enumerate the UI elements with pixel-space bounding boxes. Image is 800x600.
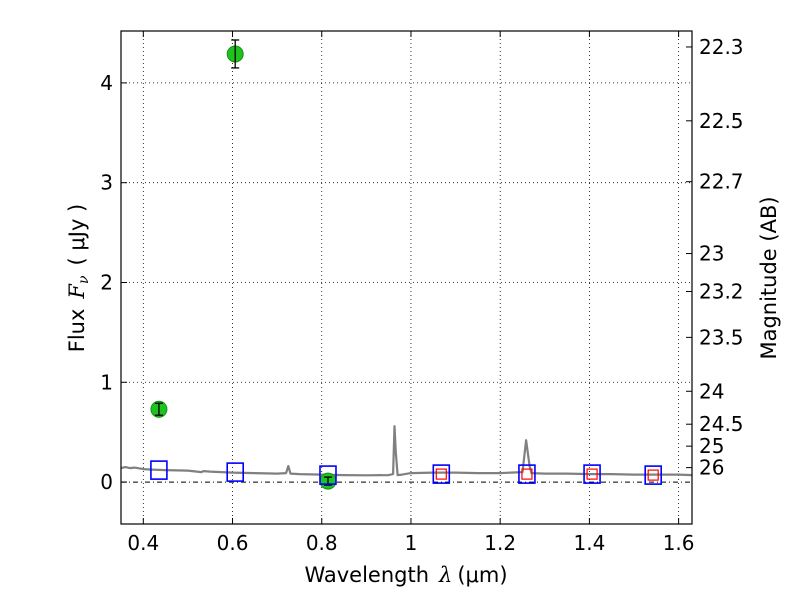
y-tick-label: 3 <box>100 171 113 195</box>
magnitude-tick-label: 25 <box>699 434 724 458</box>
model-photometry-square <box>432 464 451 484</box>
magnitude-axis-label: Magnitude (AB) <box>757 196 781 359</box>
y-axis-ticks: 0 1 2 3 4 <box>100 71 127 494</box>
grid-lines <box>121 31 692 524</box>
model-photometry-square <box>319 465 337 485</box>
upper-limit-square <box>647 469 659 481</box>
marker-layer <box>150 39 662 490</box>
x-tick-label: 1.2 <box>484 531 516 555</box>
magnitude-tick-label: 22.5 <box>699 109 744 133</box>
y-tick-label: 4 <box>100 71 113 95</box>
x-axis-label: Wavelength λ (μm) <box>304 563 507 587</box>
x-tick-label: 0.4 <box>127 531 159 555</box>
y-tick-label: 1 <box>100 370 113 394</box>
magnitude-tick-label: 23 <box>699 242 724 266</box>
x-tick-label: 0.6 <box>217 531 249 555</box>
y-axis-label: FluxFν( μJy ) <box>65 204 92 352</box>
spectrum-layer <box>120 425 693 477</box>
upper-limit-square <box>586 468 598 480</box>
model-photometry-square <box>226 462 244 482</box>
magnitude-tick-label: 22.7 <box>699 170 744 194</box>
x-axis-ticks: 0.4 0.6 0.8 1 1.2 1.4 1.6 <box>127 31 695 555</box>
y-tick-label: 0 <box>100 470 113 494</box>
plot-frame <box>120 30 693 525</box>
magnitude-tick-label: 24.5 <box>699 412 744 436</box>
upper-limit-square <box>435 468 447 480</box>
y-tick-label: 2 <box>100 270 113 294</box>
model-photometry-square <box>644 465 662 485</box>
magnitude-tick-label: 22.3 <box>699 35 744 59</box>
magnitude-tick-label: 24 <box>699 379 724 403</box>
x-tick-label: 1.4 <box>573 531 605 555</box>
magnitude-tick-label: 23.2 <box>699 279 744 303</box>
spectrum-line <box>120 425 693 477</box>
upper-limit-square <box>521 468 533 480</box>
model-photometry-square <box>150 460 168 480</box>
x-tick-label: 1 <box>405 531 418 555</box>
x-tick-label: 0.8 <box>306 531 338 555</box>
magnitude-tick-label: 26 <box>699 456 724 480</box>
model-photometry-square <box>518 464 536 484</box>
x-tick-label: 1.6 <box>663 531 695 555</box>
magnitude-tick-label: 23.5 <box>699 325 744 349</box>
model-photometry-square <box>583 464 601 484</box>
